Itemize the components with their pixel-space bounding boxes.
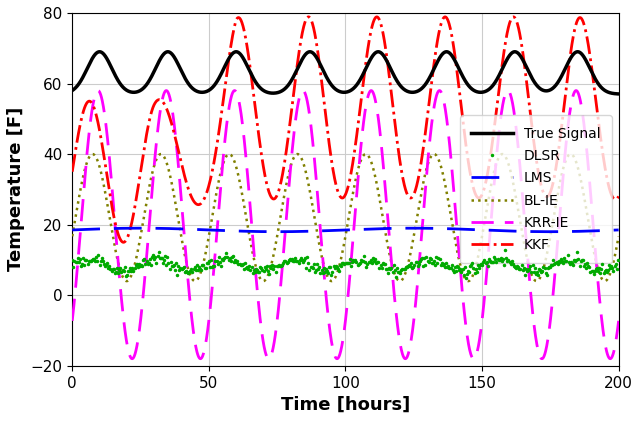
DLSR bbox=[393, 266, 401, 271]
DLSR bbox=[462, 275, 470, 280]
BL-IE bbox=[599, 278, 607, 283]
True Signal bbox=[334, 88, 342, 93]
KKF bbox=[334, 190, 342, 195]
KRR-IE bbox=[231, 88, 239, 93]
KKF bbox=[509, 14, 517, 19]
DLSR bbox=[364, 261, 371, 266]
Line: DLSR: DLSR bbox=[70, 248, 620, 280]
Line: BL-IE: BL-IE bbox=[72, 154, 619, 281]
KRR-IE bbox=[615, 318, 623, 323]
LMS bbox=[96, 226, 104, 232]
KRR-IE bbox=[499, 101, 507, 106]
Line: KKF: KKF bbox=[72, 17, 619, 242]
DLSR bbox=[328, 273, 335, 278]
DLSR bbox=[614, 258, 621, 263]
BL-IE bbox=[320, 262, 328, 267]
DLSR bbox=[603, 270, 611, 275]
X-axis label: Time [hours]: Time [hours] bbox=[281, 396, 410, 414]
BL-IE bbox=[600, 278, 607, 283]
BL-IE bbox=[328, 279, 335, 284]
True Signal bbox=[319, 69, 327, 74]
KKF bbox=[120, 240, 127, 245]
KKF bbox=[600, 155, 607, 160]
True Signal bbox=[615, 91, 623, 96]
Y-axis label: Temperature [F]: Temperature [F] bbox=[7, 107, 25, 272]
Line: LMS: LMS bbox=[72, 228, 619, 232]
LMS bbox=[68, 227, 76, 232]
DLSR bbox=[68, 258, 76, 263]
BL-IE bbox=[335, 266, 342, 272]
True Signal bbox=[68, 88, 76, 93]
BL-IE bbox=[615, 234, 623, 239]
LMS bbox=[334, 228, 342, 233]
DLSR bbox=[518, 263, 525, 268]
KKF bbox=[96, 131, 104, 136]
BL-IE bbox=[68, 234, 76, 239]
True Signal bbox=[96, 49, 104, 54]
KKF bbox=[320, 96, 328, 101]
BL-IE bbox=[499, 152, 507, 157]
True Signal bbox=[599, 86, 607, 91]
Legend: True Signal, DLSR, LMS, BL-IE, KRR-IE, KKF: True Signal, DLSR, LMS, BL-IE, KRR-IE, K… bbox=[460, 115, 612, 263]
LMS bbox=[320, 228, 328, 233]
DLSR bbox=[501, 248, 509, 253]
KRR-IE bbox=[599, 328, 607, 333]
LMS bbox=[137, 226, 145, 231]
LMS bbox=[599, 228, 607, 233]
LMS bbox=[615, 227, 623, 232]
True Signal bbox=[499, 66, 506, 71]
LMS bbox=[547, 229, 554, 234]
KKF bbox=[68, 169, 76, 174]
DLSR bbox=[331, 266, 339, 271]
True Signal bbox=[599, 87, 607, 92]
KKF bbox=[499, 58, 507, 63]
KKF bbox=[599, 153, 607, 158]
KRR-IE bbox=[68, 318, 76, 323]
Line: KRR-IE: KRR-IE bbox=[72, 91, 619, 359]
Line: True Signal: True Signal bbox=[72, 52, 619, 94]
BL-IE bbox=[294, 152, 301, 157]
LMS bbox=[499, 228, 507, 233]
KKF bbox=[615, 194, 623, 199]
BL-IE bbox=[96, 166, 104, 171]
KRR-IE bbox=[320, 270, 328, 275]
True Signal bbox=[574, 49, 582, 54]
KRR-IE bbox=[96, 91, 104, 96]
KRR-IE bbox=[335, 355, 342, 360]
KRR-IE bbox=[600, 330, 607, 335]
KRR-IE bbox=[265, 356, 273, 361]
LMS bbox=[600, 228, 607, 233]
